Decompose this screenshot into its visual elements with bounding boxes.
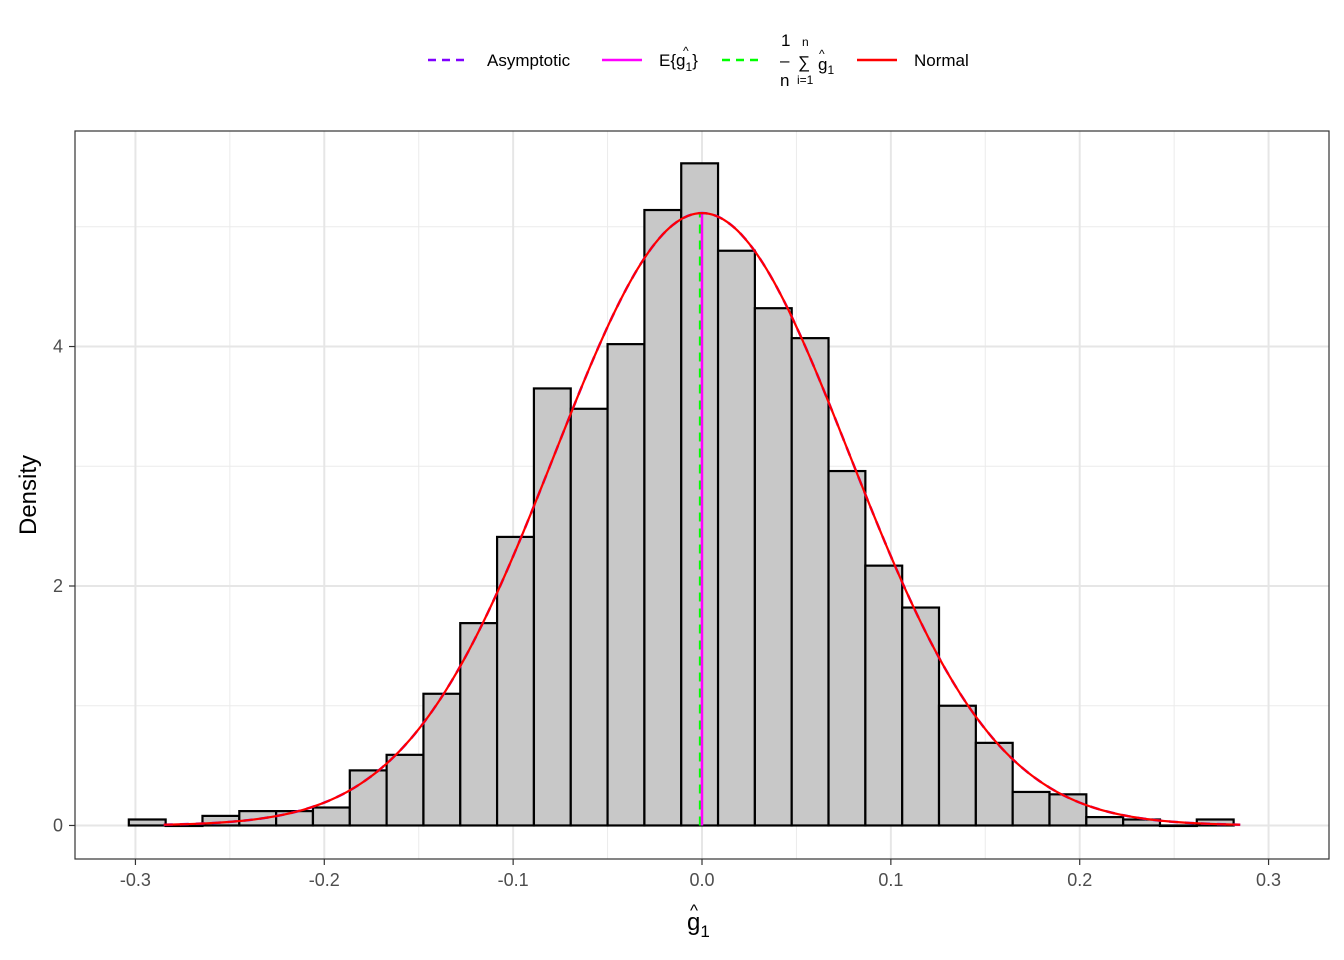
y-tick-label: 0 <box>53 815 63 835</box>
histogram-bar <box>1158 824 1198 828</box>
histogram-bars <box>127 162 1235 828</box>
x-tick-label: -0.1 <box>498 870 529 890</box>
normal-curve <box>163 211 1241 826</box>
histogram-bar <box>974 741 1014 827</box>
histogram-bar <box>569 407 609 827</box>
histogram-bar <box>901 606 941 827</box>
legend-item-sample-mean: 1 – n n ∑ i=1 g1 ^ <box>722 31 834 90</box>
histogram-bar <box>495 535 536 827</box>
legend-item-normal: Normal <box>857 51 969 70</box>
x-axis: -0.3 -0.2 -0.1 0.0 0.1 0.2 0.3 <box>120 859 1281 890</box>
y-tick-label: 4 <box>53 337 63 357</box>
legend: Asymptotic E{g1} ^ 1 – n n ∑ i=1 g1 ^ No… <box>428 31 969 90</box>
legend-label-mean-hat: ^ <box>819 47 825 61</box>
x-tick-label: -0.3 <box>120 870 151 890</box>
histogram-bar <box>1048 793 1088 827</box>
legend-label-mean-denominator: n <box>780 71 789 90</box>
histogram-bar <box>1011 790 1051 827</box>
histogram-bar <box>937 704 977 827</box>
histogram-bar <box>716 249 756 827</box>
x-tick-label: 0.3 <box>1256 870 1281 890</box>
histogram-bar <box>422 692 462 827</box>
histogram-bar <box>459 622 499 827</box>
y-tick-label: 2 <box>53 576 63 596</box>
density-curves <box>163 211 1241 826</box>
histogram-bar <box>385 753 425 827</box>
legend-label-expectation-hat: ^ <box>683 44 689 58</box>
legend-label-normal: Normal <box>914 51 969 70</box>
y-axis-title: Density <box>15 455 42 535</box>
y-axis: 0 2 4 <box>53 337 75 835</box>
legend-label-mean-sum-bottom: i=1 <box>797 73 814 87</box>
x-tick-label: 0.0 <box>689 870 714 890</box>
histogram-bar <box>311 806 351 827</box>
legend-label-asymptotic: Asymptotic <box>487 51 571 70</box>
x-tick-label: 0.2 <box>1067 870 1092 890</box>
legend-label-mean-sum: ∑ <box>798 53 810 72</box>
x-axis-title-text: g1 <box>687 909 710 941</box>
legend-item-asymptotic: Asymptotic <box>428 51 571 70</box>
legend-label-expectation: E{g1} <box>659 51 698 74</box>
legend-label-mean-g: g1 <box>818 55 834 77</box>
histogram-bar <box>864 564 904 827</box>
histogram-bar <box>127 818 167 827</box>
histogram-bar <box>790 337 830 827</box>
histogram-bar <box>827 469 867 827</box>
histogram-bar <box>606 343 646 827</box>
histogram-bar <box>643 208 683 827</box>
histogram-bar <box>532 387 572 827</box>
x-tick-label: -0.2 <box>309 870 340 890</box>
histogram-bar <box>1085 815 1125 827</box>
x-tick-label: 0.1 <box>878 870 903 890</box>
x-axis-title: ^ g1 <box>687 901 710 941</box>
legend-item-expectation: E{g1} ^ <box>602 44 698 74</box>
legend-label-mean-dash: – <box>780 51 790 70</box>
legend-label-mean-sum-top: n <box>802 35 809 49</box>
histogram-bar <box>753 307 793 827</box>
legend-label-mean-numerator: 1 <box>781 31 790 50</box>
x-axis-title-hat: ^ <box>690 901 698 920</box>
reference-lines <box>698 213 704 826</box>
